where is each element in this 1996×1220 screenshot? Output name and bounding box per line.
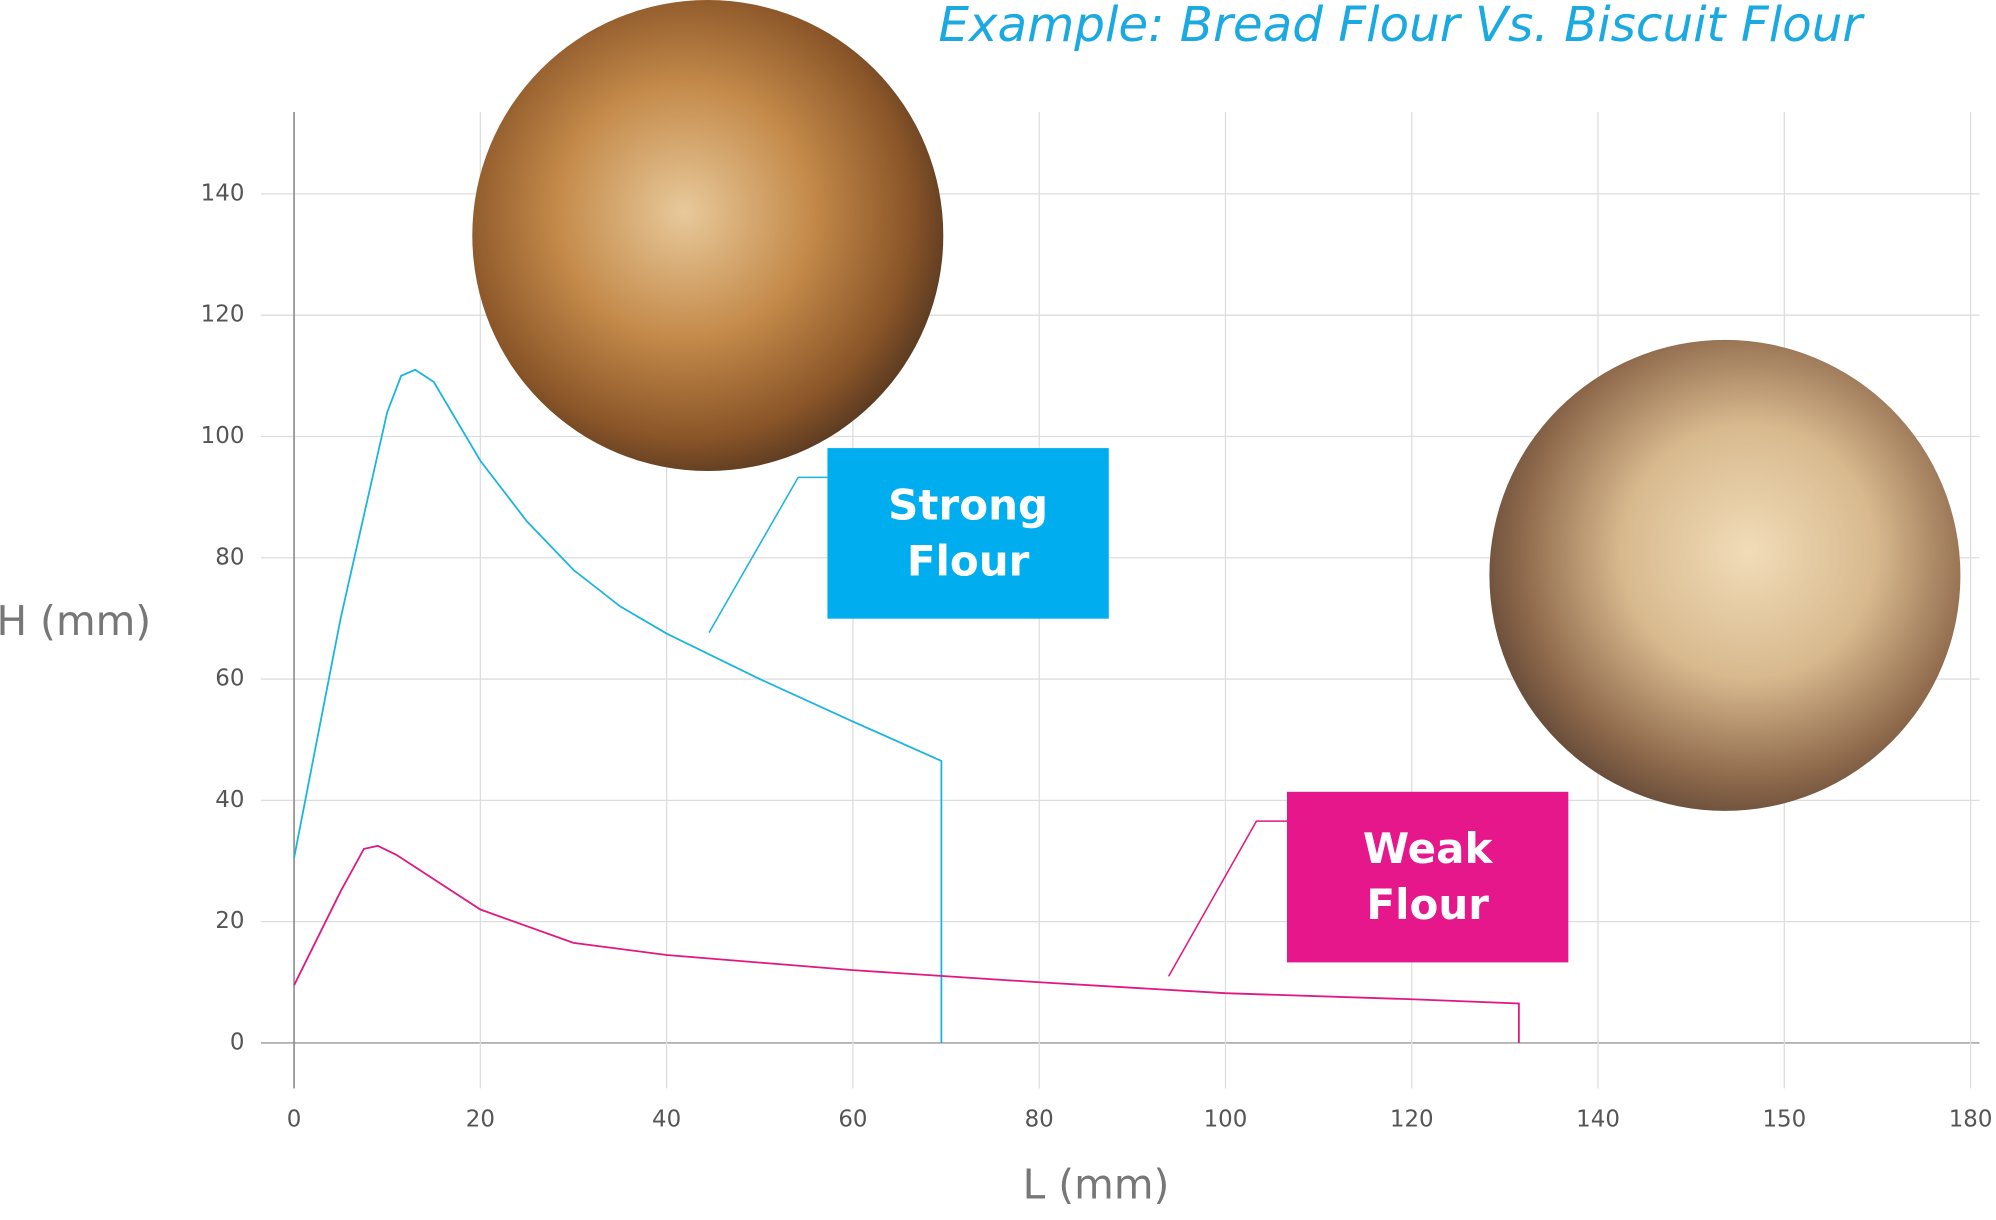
leader-line	[708, 476, 828, 634]
series-layer	[293, 368, 1520, 1043]
series-line	[293, 844, 1520, 1043]
leader-line	[1167, 820, 1288, 977]
y-tick-label: 60	[215, 666, 244, 692]
x-tick-label: 150	[1762, 1107, 1806, 1133]
x-tick-label: 40	[652, 1107, 681, 1133]
y-axis-label: H (mm)	[0, 597, 151, 645]
x-tick-label: 80	[1025, 1107, 1054, 1133]
x-tick-label: 60	[838, 1107, 867, 1133]
x-tick-label: 20	[466, 1107, 495, 1133]
x-axis-label: L (mm)	[1023, 1161, 1170, 1209]
leader-layer	[708, 476, 1288, 977]
y-tick-label: 140	[201, 180, 245, 206]
x-tick-label: 100	[1204, 1107, 1248, 1133]
series-label: Weak Flour	[1287, 791, 1569, 963]
x-tick-label: 120	[1390, 1107, 1434, 1133]
y-tick-label: 120	[201, 302, 245, 328]
y-tick-label: 100	[201, 423, 245, 449]
wafer-photo	[1489, 339, 1961, 811]
y-tick-label: 40	[215, 787, 244, 813]
series-label: Strong Flour	[827, 448, 1109, 619]
x-tick-label: 140	[1576, 1107, 1620, 1133]
x-tick-label: 180	[1949, 1107, 1993, 1133]
y-tick-label: 0	[230, 1029, 245, 1055]
x-tick-label: 0	[287, 1107, 302, 1133]
series-line	[293, 368, 943, 1043]
y-tick-label: 80	[215, 544, 244, 570]
chart-title: Example: Bread Flour Vs. Biscuit Flour	[938, 0, 1865, 53]
bread-photo	[472, 0, 944, 472]
y-tick-label: 20	[215, 908, 244, 934]
